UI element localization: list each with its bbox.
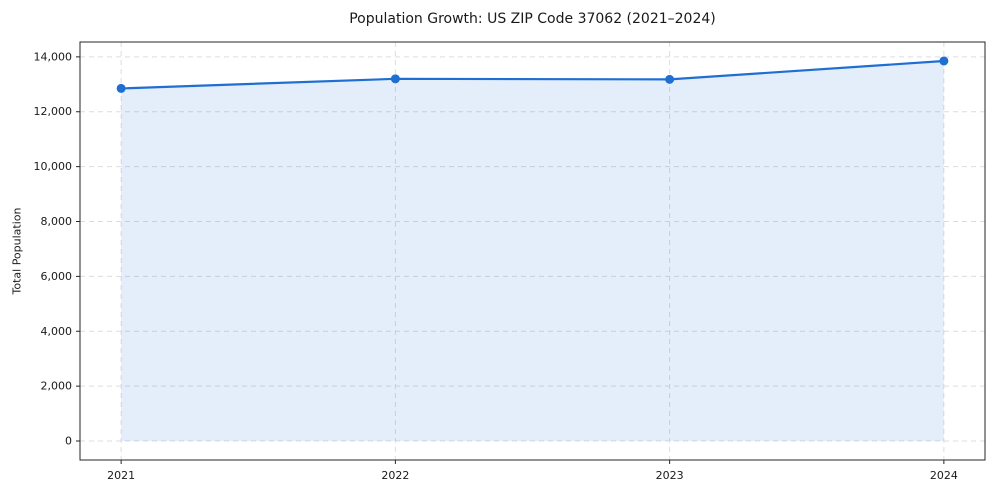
data-point-marker	[116, 83, 126, 93]
y-tick-label: 2,000	[41, 380, 73, 393]
area-fill	[121, 60, 944, 442]
data-point-marker	[665, 74, 675, 84]
y-tick-label: 10,000	[34, 160, 73, 173]
plot-border	[79, 41, 986, 461]
x-tick-label: 2024	[930, 469, 958, 482]
x-tick-label: 2023	[656, 469, 684, 482]
y-tick-label: 4,000	[41, 325, 73, 338]
y-tick-label: 14,000	[34, 50, 73, 63]
y-tick-label: 6,000	[41, 270, 73, 283]
data-point-marker	[390, 74, 400, 84]
x-tick-label: 2022	[381, 469, 409, 482]
data-point-marker	[939, 56, 949, 66]
y-tick-label: 12,000	[34, 105, 73, 118]
x-tick-label: 2021	[107, 469, 135, 482]
y-tick-label: 0	[65, 435, 72, 448]
y-tick-label: 8,000	[41, 215, 73, 228]
chart-title: Population Growth: US ZIP Code 37062 (20…	[349, 11, 716, 27]
data-line	[120, 59, 945, 90]
